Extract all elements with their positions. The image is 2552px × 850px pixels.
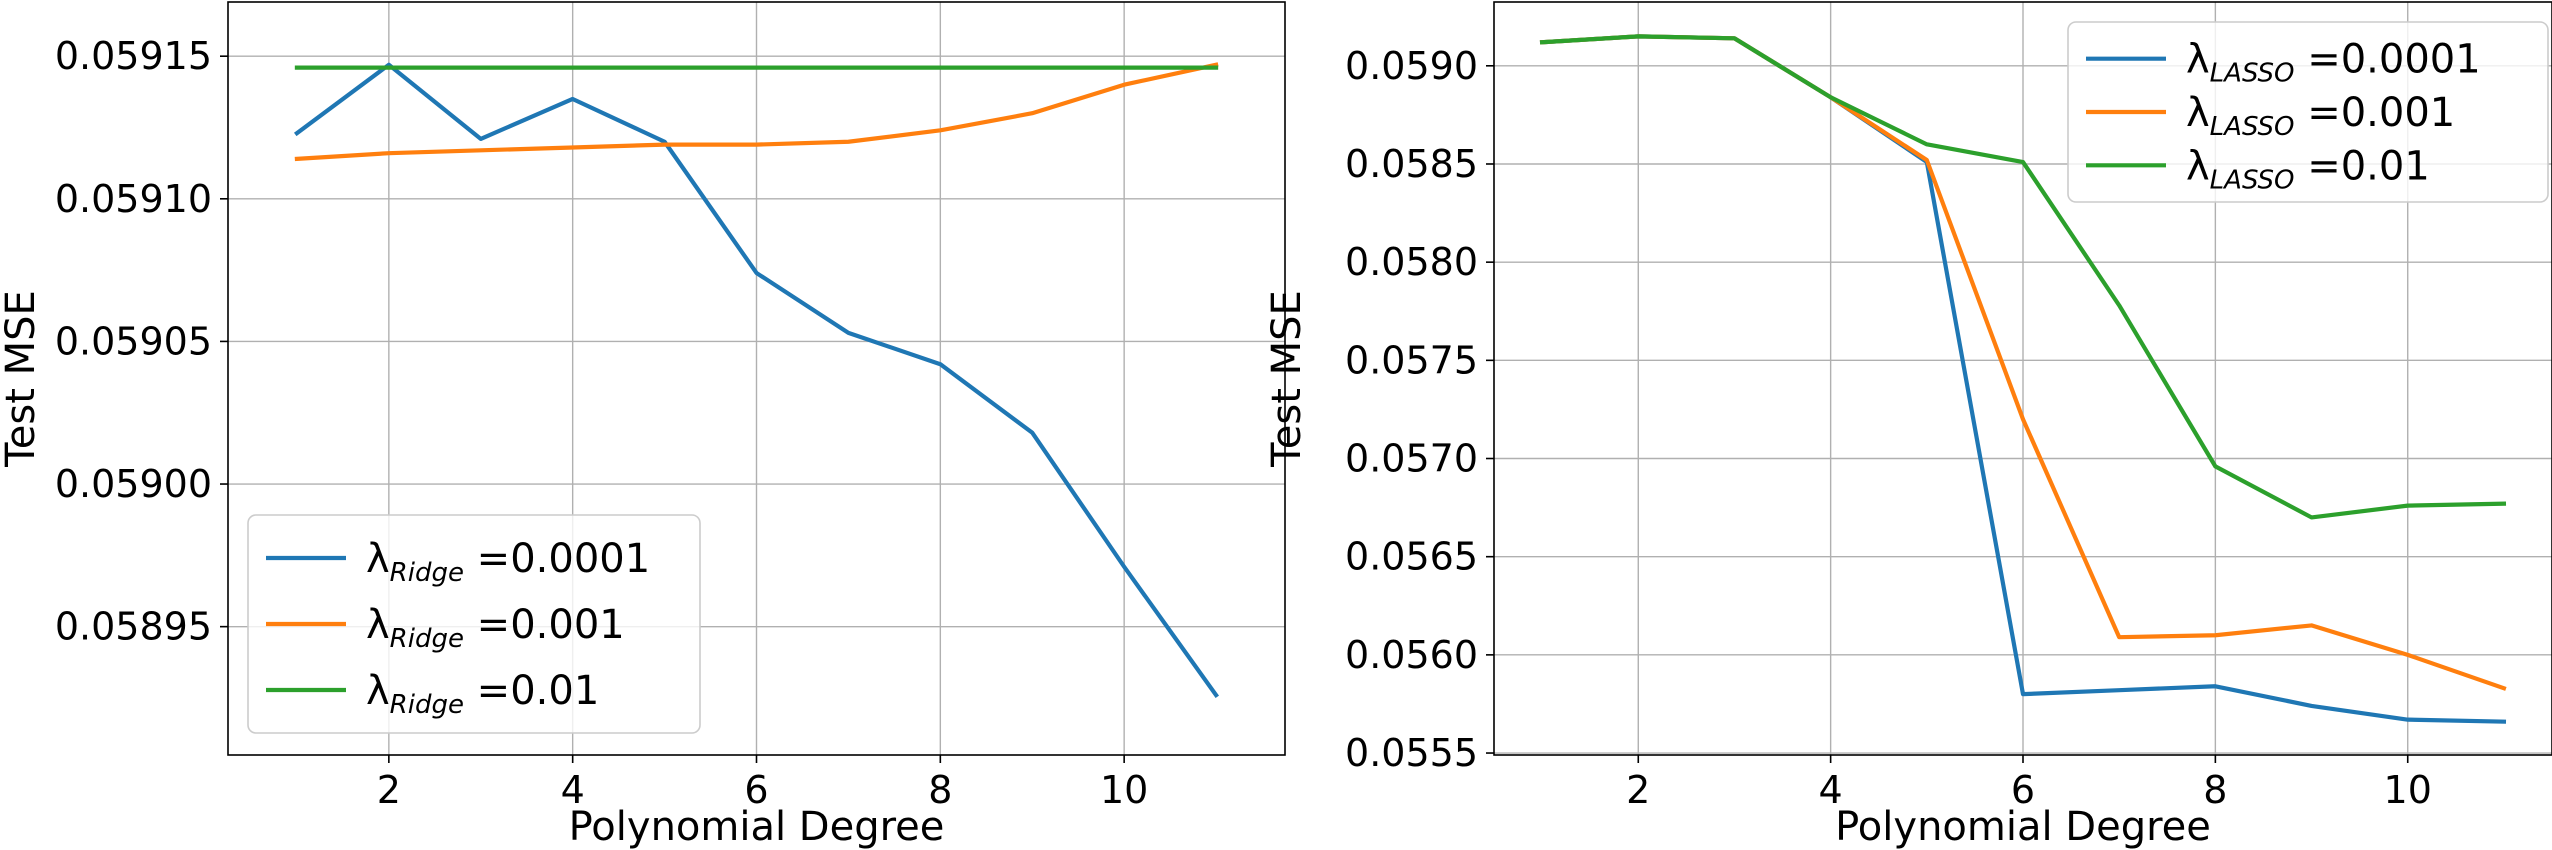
x-tick-label: 2 xyxy=(377,768,401,812)
y-axis-label: Test MSE xyxy=(0,290,44,468)
x-tick-label: 10 xyxy=(2384,768,2432,812)
legend-entry-2: λRidge =0.001 xyxy=(366,602,625,654)
x-tick-label: 6 xyxy=(2011,768,2035,812)
y-tick-label: 0.05905 xyxy=(55,319,212,363)
y-tick-label: 0.0565 xyxy=(1345,535,1478,579)
legend-entry-3: λRidge =0.01 xyxy=(366,668,599,720)
x-tick-label: 8 xyxy=(2203,768,2227,812)
x-tick-label: 4 xyxy=(1819,768,1843,812)
y-tick-label: 0.0575 xyxy=(1345,338,1478,382)
legend: λRidge =0.0001 λRidge =0.001 λRidge =0.01 xyxy=(247,514,701,734)
x-tick-label: 8 xyxy=(928,768,952,812)
y-axis-label: Test MSE xyxy=(1264,290,1310,468)
x-tick-label: 6 xyxy=(744,768,768,812)
x-tick-label: 10 xyxy=(1100,768,1148,812)
legend-entry-1: λLASSO =0.0001 xyxy=(2186,37,2481,89)
chart-panel-1: 2 4 6 8 10 0.05895 0.05900 0.05905 0.05910 0.0591… xyxy=(0,1,1286,850)
legend-entry-2: λLASSO =0.001 xyxy=(2186,90,2455,142)
y-tick-label: 0.05895 xyxy=(55,605,212,649)
legend-entry-3: λLASSO =0.01 xyxy=(2186,143,2430,195)
x-axis-label: Polynomial Degree xyxy=(1835,804,2211,850)
y-tick-label: 0.0570 xyxy=(1345,437,1478,481)
y-tick-label: 0.0590 xyxy=(1345,44,1478,88)
legend-entry-1: λRidge =0.0001 xyxy=(366,536,650,588)
y-tick-label: 0.05900 xyxy=(55,462,212,506)
x-axis-label: Polynomial Degree xyxy=(569,804,945,850)
y-tick-label: 0.05915 xyxy=(55,34,212,78)
y-tick-label: 0.0555 xyxy=(1345,731,1478,775)
y-tick-label: 0.0560 xyxy=(1345,633,1478,677)
y-tick-label: 0.05910 xyxy=(55,177,212,221)
x-tick-label: 2 xyxy=(1626,768,1650,812)
chart-panel-2: 2 4 6 8 10 0.0555 0.0560 0.0565 0.0570 0.0575 0.05… xyxy=(1264,1,2552,850)
x-tick-label: 4 xyxy=(561,768,585,812)
legend-box xyxy=(247,514,701,734)
y-tick-label: 0.0580 xyxy=(1345,240,1478,284)
y-tick-label: 0.0585 xyxy=(1345,142,1478,186)
legend-box xyxy=(2067,21,2549,203)
